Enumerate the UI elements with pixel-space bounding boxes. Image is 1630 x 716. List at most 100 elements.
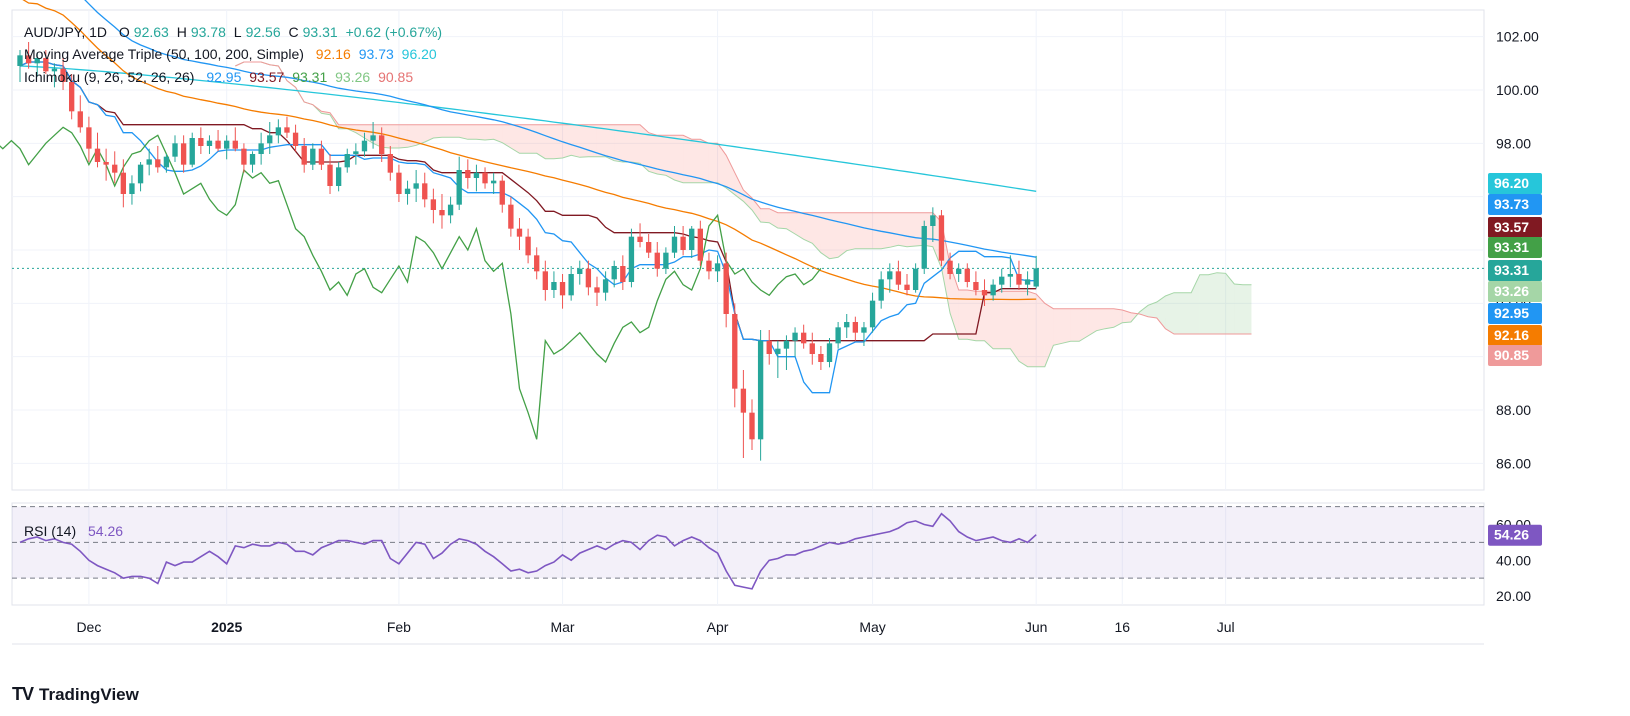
candle-body — [956, 268, 962, 274]
candle-body — [1016, 274, 1022, 285]
candle-body — [17, 55, 23, 66]
candle-body — [938, 215, 945, 261]
cloud-segment — [485, 124, 494, 140]
tradingview-logo[interactable]: TV TradingView — [12, 684, 139, 705]
cloud-segment — [838, 212, 847, 258]
cloud-segment — [665, 135, 675, 180]
candle-body — [594, 287, 600, 293]
candle-body — [215, 140, 221, 149]
candle-body — [129, 183, 135, 194]
close-price-badge — [1488, 260, 1542, 281]
cloud-segment — [502, 124, 511, 148]
x-tick-label: Dec — [76, 619, 101, 635]
open-value: 92.63 — [133, 24, 169, 40]
cloud-segment — [1113, 308, 1123, 328]
cloud-segment — [424, 124, 434, 142]
cloud-segment — [553, 124, 563, 159]
ichimoku-base-badge — [1488, 217, 1542, 238]
candle-body — [947, 260, 953, 274]
candle-body — [413, 183, 419, 189]
candle-body — [887, 271, 893, 280]
candle-body — [775, 348, 781, 354]
candle-body — [1007, 274, 1014, 277]
ichimoku-lagging-line — [0, 126, 822, 440]
cloud-segment — [1199, 274, 1209, 334]
candle-body — [327, 164, 333, 186]
candle-body — [861, 327, 867, 333]
rsi-y-tick-label: 20.00 — [1496, 588, 1531, 604]
candle-body — [447, 204, 454, 216]
cloud-segment — [545, 124, 554, 159]
candle-body — [637, 236, 643, 242]
rsi-line — [19, 512, 1037, 590]
cloud-segment — [355, 124, 365, 138]
x-tick-label: 16 — [1115, 619, 1131, 635]
ichimoku-conversion-value: 92.95 — [206, 69, 242, 85]
candle-body — [422, 183, 428, 200]
candle-body — [172, 143, 178, 157]
candle-body — [361, 140, 368, 152]
ichimoku-lead2-value: 90.85 — [378, 69, 414, 85]
candle-body — [697, 228, 703, 261]
cloud-segment — [622, 124, 632, 162]
cloud-segment — [657, 135, 666, 176]
candle-body — [852, 322, 859, 333]
candle-body — [671, 236, 678, 253]
ma100-line — [84, 0, 1037, 258]
ichimoku-lagging-badge — [1488, 237, 1542, 258]
candle-body — [525, 236, 531, 256]
ichimoku-lead1-value: 93.26 — [335, 69, 371, 85]
x-tick-label: Jul — [1217, 619, 1235, 635]
cloud-segment — [1148, 302, 1157, 318]
cloud-segment — [1139, 305, 1149, 317]
cloud-segment — [579, 124, 589, 158]
cloud-segment — [1234, 284, 1243, 334]
candle-body — [379, 135, 385, 154]
low-value: 92.56 — [245, 24, 281, 40]
ichimoku-lead2-line — [235, 61, 1252, 335]
candle-body — [551, 282, 557, 290]
cloud-segment — [493, 124, 503, 143]
candle-body — [818, 354, 824, 362]
candle-body — [542, 271, 548, 290]
cloud-segment — [1122, 310, 1131, 323]
cloud-segment — [795, 212, 804, 240]
candle-body — [714, 263, 721, 272]
cloud-segment — [640, 124, 649, 172]
cloud-segment — [1070, 308, 1080, 342]
ichimoku-base-badge-text: 93.57 — [1494, 219, 1529, 235]
candle-body — [826, 343, 833, 362]
ichimoku-conversion-badge — [1488, 303, 1542, 324]
candle-body — [206, 140, 213, 146]
candle-body — [620, 266, 626, 282]
candle-body — [310, 148, 316, 165]
cloud-segment — [1010, 291, 1019, 362]
cloud-segment — [777, 212, 787, 229]
cloud-segment — [528, 124, 537, 154]
candle-body — [180, 143, 187, 165]
open-label: O — [118, 24, 130, 40]
y-tick-label: 98.00 — [1496, 135, 1531, 151]
rsi-pane — [12, 506, 1484, 590]
candle-body — [516, 228, 523, 237]
x-tick-label: Jun — [1025, 619, 1048, 635]
cloud-segment — [588, 124, 597, 157]
candle-body — [241, 148, 247, 165]
cloud-segment — [467, 124, 477, 140]
cloud-segment — [605, 124, 615, 161]
cloud-segment — [1087, 308, 1097, 336]
rsi-y-tick-label: 40.00 — [1496, 552, 1531, 568]
cloud-segment — [820, 212, 830, 259]
cloud-segment — [786, 212, 796, 234]
cloud-segment — [898, 212, 908, 247]
ichimoku-lead1-badge-text: 93.26 — [1494, 283, 1529, 299]
candle-body — [198, 138, 204, 146]
candle-body — [318, 148, 325, 165]
cloud-segment — [1027, 291, 1037, 367]
cloud-segment — [855, 212, 864, 249]
ichimoku-lead1-line — [235, 61, 1252, 368]
rsi-pane-frame — [11, 502, 1485, 606]
candle-body — [740, 388, 747, 413]
y-tick-label: 100.00 — [1496, 82, 1539, 98]
candle-body — [508, 204, 514, 229]
